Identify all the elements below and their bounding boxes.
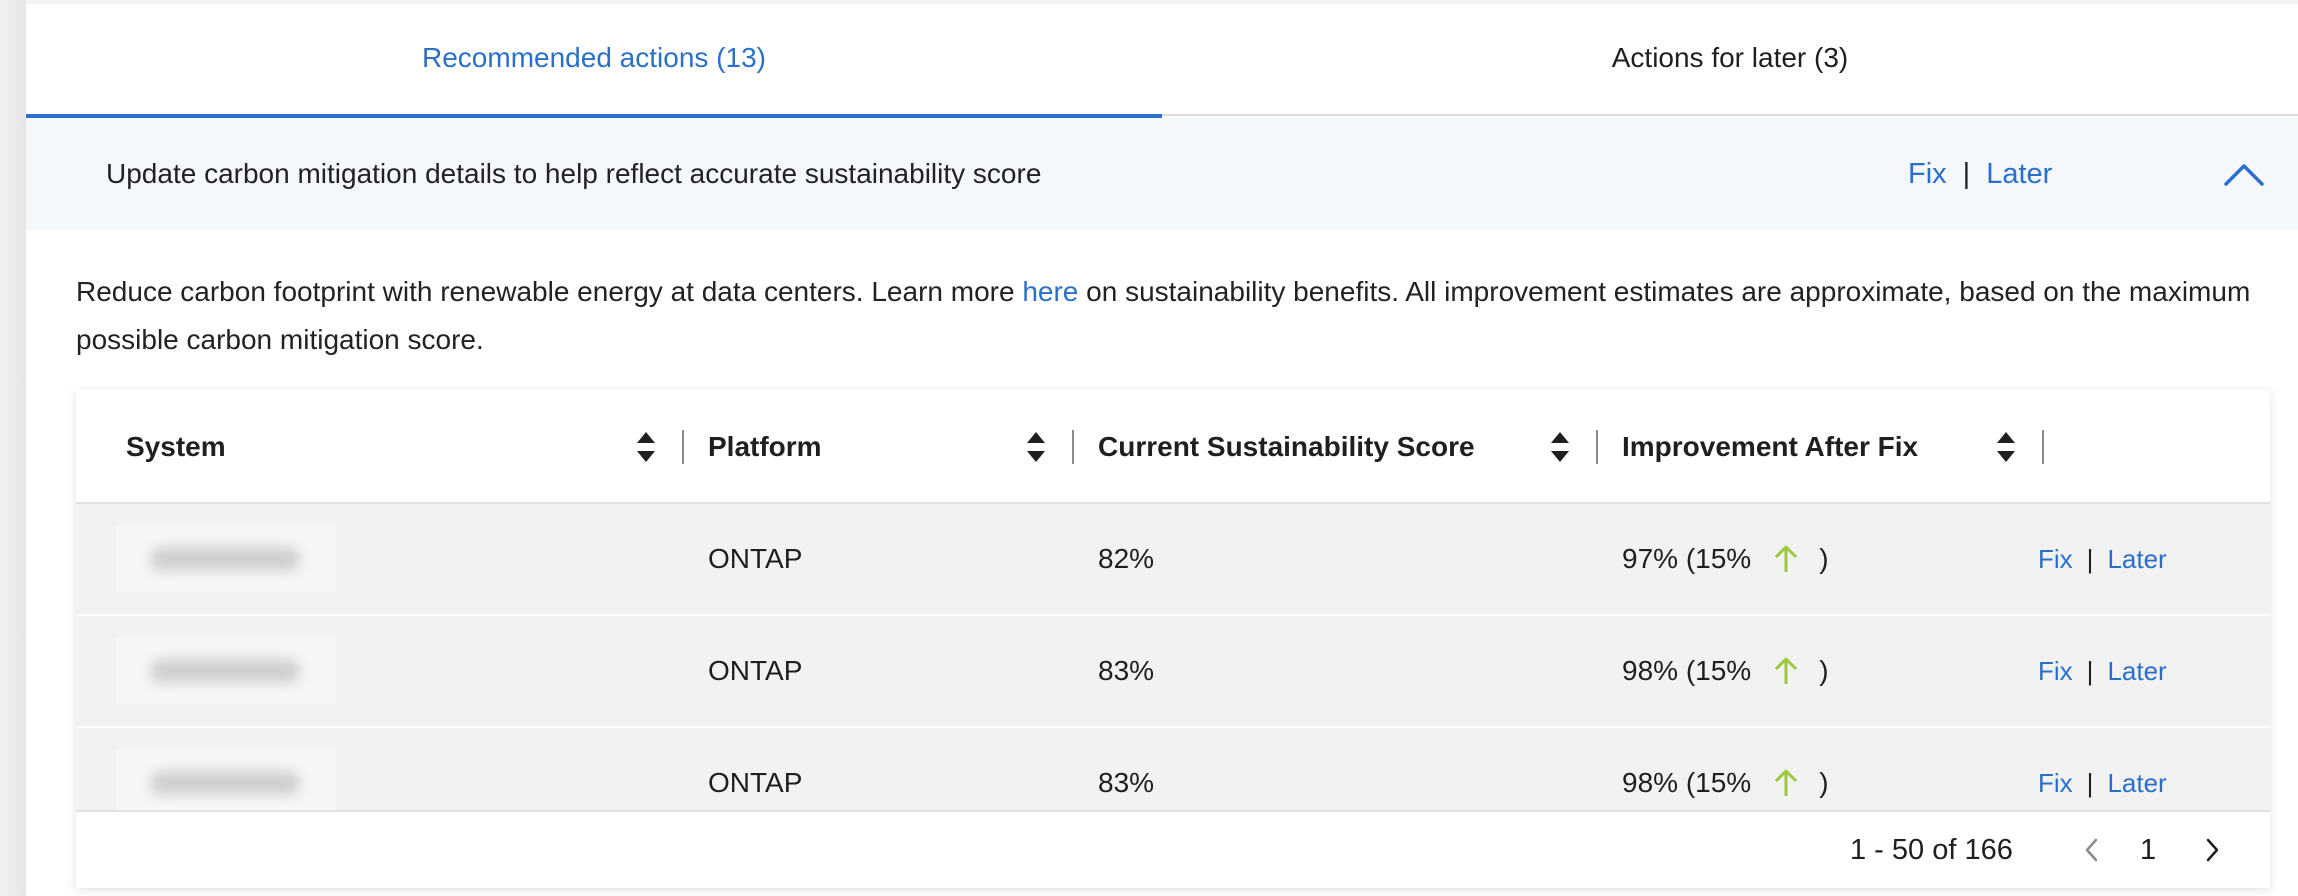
column-resize-handle[interactable] <box>1596 430 1598 464</box>
row-actions: Fix | Later <box>2038 616 2167 726</box>
column-resize-handle[interactable] <box>682 430 684 464</box>
column-header-improvement[interactable]: Improvement After Fix <box>1622 431 1919 462</box>
table-row[interactable]: ONTAP 83% 98% (15% ) Fix | Later <box>76 616 2270 728</box>
description-text-start: Reduce carbon footprint with renewable e… <box>76 276 1023 307</box>
later-link[interactable]: Later <box>1986 157 2053 190</box>
table-body: ONTAP 82% 97% (15% ) Fix | Later <box>76 504 2270 810</box>
action-separator: | <box>1962 157 1971 190</box>
arrow-up-icon <box>1773 768 1799 798</box>
row-action-separator: | <box>2086 767 2094 798</box>
fix-link[interactable]: Fix <box>1908 157 1947 190</box>
column-header-current-score[interactable]: Current Sustainability Score <box>1098 431 1475 462</box>
sort-icon[interactable] <box>1996 430 2016 464</box>
row-action-separator: | <box>2086 543 2094 574</box>
system-name-redacted <box>116 750 336 810</box>
system-name-redacted <box>116 638 336 704</box>
improvement-cell: 98% (15% ) <box>1622 616 1829 726</box>
improvement-value: 98% (15% <box>1622 767 1752 798</box>
row-fix-link[interactable]: Fix <box>2038 655 2073 686</box>
improvement-close-paren: ) <box>1819 767 1829 798</box>
recommendation-description: Reduce carbon footprint with renewable e… <box>76 268 2276 364</box>
system-name-redacted <box>116 526 336 592</box>
sort-icon[interactable] <box>1026 430 1046 464</box>
improvement-value: 97% (15% <box>1622 543 1752 574</box>
arrow-up-icon <box>1773 544 1799 574</box>
recommendation-actions: Fix | Later <box>1908 158 2052 191</box>
sort-icon[interactable] <box>636 430 656 464</box>
column-resize-handle[interactable] <box>2042 430 2044 464</box>
pagination-bar: 1 - 50 of 166 1 <box>76 810 2270 888</box>
table-header: System Platform Current Sustainability S… <box>76 390 2270 504</box>
chevron-left-icon[interactable] <box>2080 836 2104 864</box>
tab-recommended-actions[interactable]: Recommended actions (13) <box>26 4 1162 118</box>
page-edge <box>0 0 26 896</box>
recommendations-panel: Recommended actions (13) Actions for lat… <box>26 4 2298 896</box>
chevron-up-icon[interactable] <box>2222 154 2266 194</box>
learn-more-link[interactable]: here <box>1022 276 1079 307</box>
row-later-link[interactable]: Later <box>2107 543 2167 574</box>
platform-cell: ONTAP <box>708 767 803 798</box>
column-header-system[interactable]: System <box>126 431 226 462</box>
row-later-link[interactable]: Later <box>2107 767 2167 798</box>
recommendation-header[interactable]: Update carbon mitigation details to help… <box>26 118 2298 230</box>
column-header-platform[interactable]: Platform <box>708 431 822 462</box>
current-score-cell: 82% <box>1098 543 1155 574</box>
improvement-value: 98% (15% <box>1622 655 1752 686</box>
systems-table: System Platform Current Sustainability S… <box>76 390 2270 888</box>
platform-cell: ONTAP <box>708 655 803 686</box>
row-action-separator: | <box>2086 655 2094 686</box>
row-actions: Fix | Later <box>2038 504 2167 614</box>
tab-bar: Recommended actions (13) Actions for lat… <box>26 4 2298 118</box>
row-later-link[interactable]: Later <box>2107 655 2167 686</box>
table-row[interactable]: ONTAP 83% 98% (15% ) Fix | Later <box>76 728 2270 810</box>
improvement-cell: 98% (15% ) <box>1622 728 1829 810</box>
improvement-cell: 97% (15% ) <box>1622 504 1829 614</box>
description-text-end: on sustainability benefits. All improvem… <box>76 276 2251 355</box>
row-actions: Fix | Later <box>2038 728 2167 810</box>
arrow-up-icon <box>1773 656 1799 686</box>
current-score-cell: 83% <box>1098 655 1155 686</box>
table-row[interactable]: ONTAP 82% 97% (15% ) Fix | Later <box>76 504 2270 616</box>
pagination-range: 1 - 50 of 166 <box>1850 834 2013 866</box>
sort-icon[interactable] <box>1550 430 1570 464</box>
tab-actions-for-later[interactable]: Actions for later (3) <box>1611 42 1849 73</box>
current-page-number[interactable]: 1 <box>2140 834 2157 866</box>
column-resize-handle[interactable] <box>1072 430 1074 464</box>
recommendation-title: Update carbon mitigation details to help… <box>106 158 1042 189</box>
platform-cell: ONTAP <box>708 543 803 574</box>
chevron-right-icon[interactable] <box>2200 836 2224 864</box>
improvement-close-paren: ) <box>1819 543 1829 574</box>
row-fix-link[interactable]: Fix <box>2038 543 2073 574</box>
improvement-close-paren: ) <box>1819 655 1829 686</box>
row-fix-link[interactable]: Fix <box>2038 767 2073 798</box>
current-score-cell: 83% <box>1098 767 1155 798</box>
